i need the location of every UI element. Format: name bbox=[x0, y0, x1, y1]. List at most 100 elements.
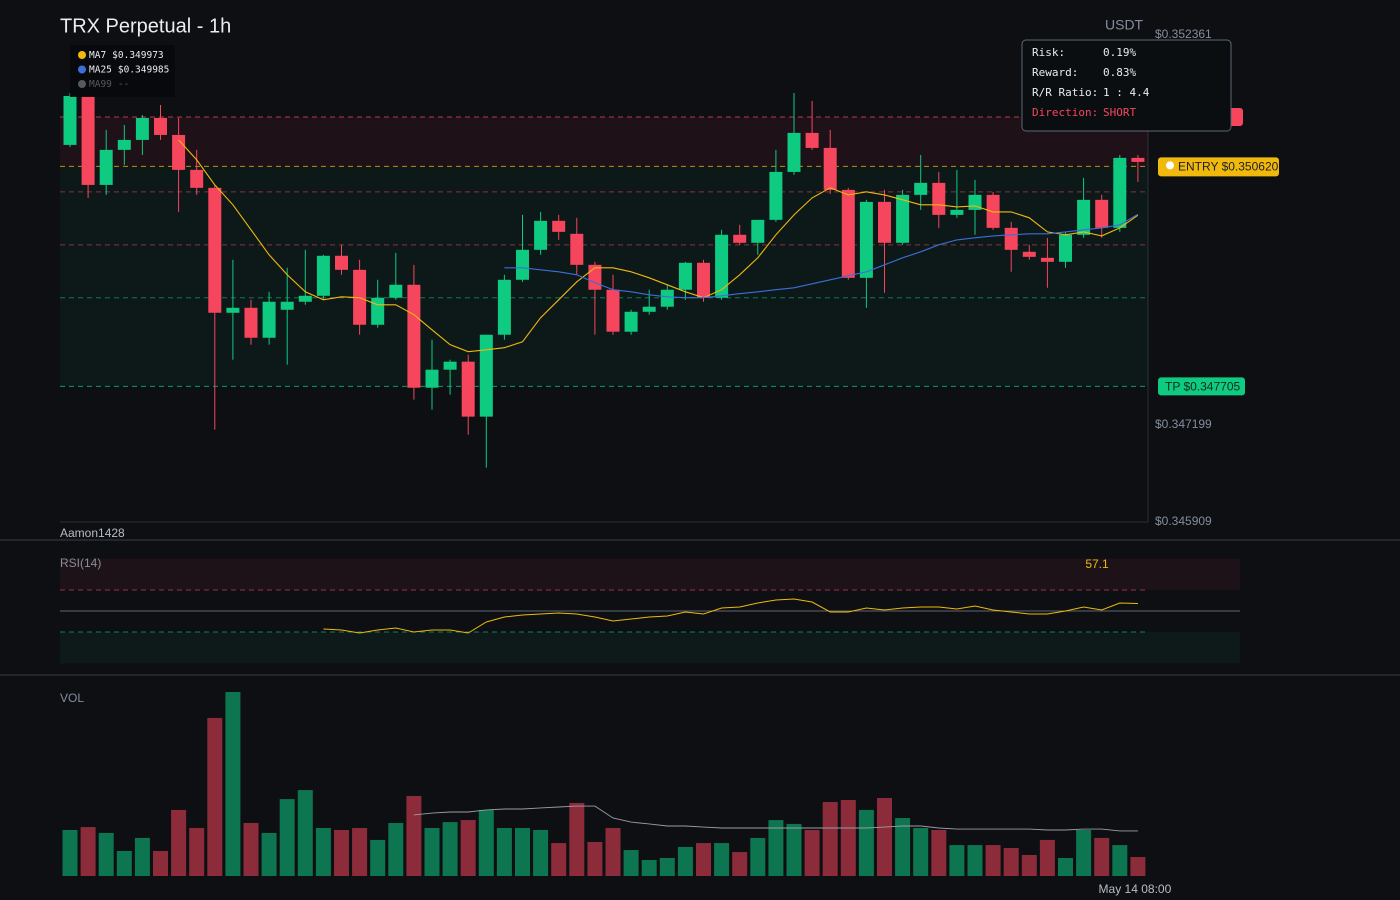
candle-body bbox=[316, 255, 330, 296]
candle-body bbox=[407, 284, 421, 388]
volume-bar bbox=[388, 823, 404, 876]
candle-body bbox=[660, 289, 674, 307]
candle-body bbox=[896, 194, 910, 243]
volume-bar bbox=[967, 845, 983, 876]
tp-label: TP $0.347705 bbox=[1165, 380, 1241, 394]
candle-body bbox=[678, 262, 692, 290]
volume-bar bbox=[116, 850, 132, 876]
legend-entry: MA99 -- bbox=[89, 79, 129, 90]
candle-body bbox=[1004, 227, 1018, 250]
volume-bar bbox=[840, 800, 856, 876]
volume-bar bbox=[153, 850, 168, 876]
candle-body bbox=[932, 182, 946, 215]
candle-body bbox=[878, 201, 891, 243]
rsi-value-label: 57.1 bbox=[1085, 557, 1109, 571]
volume-bar bbox=[623, 850, 639, 876]
entry-label: ENTRY $0.350620 bbox=[1178, 160, 1279, 174]
ma-line bbox=[504, 213, 1139, 299]
candle-body bbox=[516, 249, 529, 280]
candle-body bbox=[244, 307, 258, 338]
ma-legend-box bbox=[70, 45, 175, 97]
info-label: Reward: bbox=[1032, 66, 1078, 79]
candle-body bbox=[135, 117, 149, 140]
currency-label: USDT bbox=[1105, 17, 1144, 33]
y-tick-label: $0.352361 bbox=[1155, 27, 1212, 41]
volume-bar bbox=[261, 832, 277, 876]
info-box bbox=[1021, 39, 1232, 132]
candle-body bbox=[389, 284, 403, 298]
candle-body bbox=[606, 289, 620, 332]
candle-body bbox=[914, 182, 928, 195]
legend-dot bbox=[78, 51, 86, 59]
volume-bar bbox=[370, 839, 386, 876]
volume-bar bbox=[62, 830, 78, 876]
volume-bar bbox=[714, 843, 730, 876]
candle-body bbox=[769, 171, 783, 220]
candle-body bbox=[624, 311, 638, 332]
volume-bar bbox=[442, 822, 458, 876]
volume-bar bbox=[949, 845, 965, 876]
candle-body bbox=[805, 132, 819, 148]
candle-body bbox=[117, 139, 131, 150]
watermark: Aamon1428 bbox=[60, 526, 125, 540]
info-value: 0.19% bbox=[1103, 46, 1136, 59]
risk-zone bbox=[60, 116, 1148, 167]
volume-bar bbox=[533, 830, 549, 876]
candle-body bbox=[570, 233, 584, 265]
candle-body bbox=[425, 369, 439, 388]
volume-bar bbox=[985, 845, 1001, 876]
volume-bar bbox=[515, 827, 530, 876]
volume-bar bbox=[786, 823, 802, 876]
volume-bar bbox=[334, 830, 349, 876]
candle-body bbox=[280, 301, 294, 310]
volume-bar bbox=[551, 843, 567, 876]
candle-body bbox=[1040, 257, 1054, 262]
legend-dot bbox=[78, 65, 86, 74]
candle-body bbox=[190, 169, 204, 188]
volume-bar bbox=[297, 790, 313, 876]
volume-bar bbox=[1039, 839, 1055, 876]
candle-body bbox=[1059, 234, 1072, 262]
volume-bar bbox=[225, 692, 241, 876]
volume-bar bbox=[98, 832, 114, 876]
entry-tag bbox=[1158, 157, 1279, 177]
candle-body bbox=[81, 95, 95, 185]
candle-body bbox=[461, 361, 475, 417]
candle-body bbox=[950, 209, 964, 215]
candle-body bbox=[154, 117, 167, 135]
volume-bar bbox=[569, 802, 585, 876]
entry-dot bbox=[1166, 161, 1174, 170]
candle-body bbox=[823, 147, 837, 190]
legend-dot bbox=[78, 80, 86, 88]
volume-bar bbox=[659, 857, 675, 876]
candle-body bbox=[642, 306, 656, 312]
reward-zone bbox=[60, 166, 1148, 387]
legend-entry: MA25 $0.349985 bbox=[89, 64, 169, 75]
candle-body bbox=[588, 264, 602, 290]
legend-entry: MA7 $0.349973 bbox=[89, 50, 164, 61]
volume-bar bbox=[696, 843, 711, 876]
candle-body bbox=[859, 201, 873, 278]
oversold-zone bbox=[60, 632, 1240, 664]
volume-bar bbox=[1076, 830, 1092, 876]
candle-body bbox=[1022, 251, 1036, 257]
volume-bar bbox=[1021, 855, 1037, 876]
y-tick-label: $0.345909 bbox=[1155, 514, 1212, 528]
volume-bar bbox=[587, 841, 603, 876]
legend-name: MA25 bbox=[89, 64, 112, 75]
chart-title: TRX Perpetual - 1h bbox=[60, 15, 231, 37]
legend-value: -- bbox=[118, 79, 129, 90]
rsi-line bbox=[323, 598, 1138, 634]
volume-bar bbox=[1003, 848, 1019, 876]
volume-bar bbox=[207, 717, 223, 876]
volume-bar bbox=[931, 830, 947, 876]
candle-body bbox=[751, 219, 765, 243]
candle-body bbox=[697, 262, 710, 298]
volume-bar bbox=[243, 823, 259, 876]
volume-bar bbox=[895, 818, 911, 876]
info-value: 0.83% bbox=[1103, 66, 1136, 79]
candle-body bbox=[715, 234, 729, 298]
volume-bar bbox=[496, 827, 512, 876]
volume-title: VOL bbox=[60, 691, 84, 705]
candle-body bbox=[99, 149, 113, 185]
